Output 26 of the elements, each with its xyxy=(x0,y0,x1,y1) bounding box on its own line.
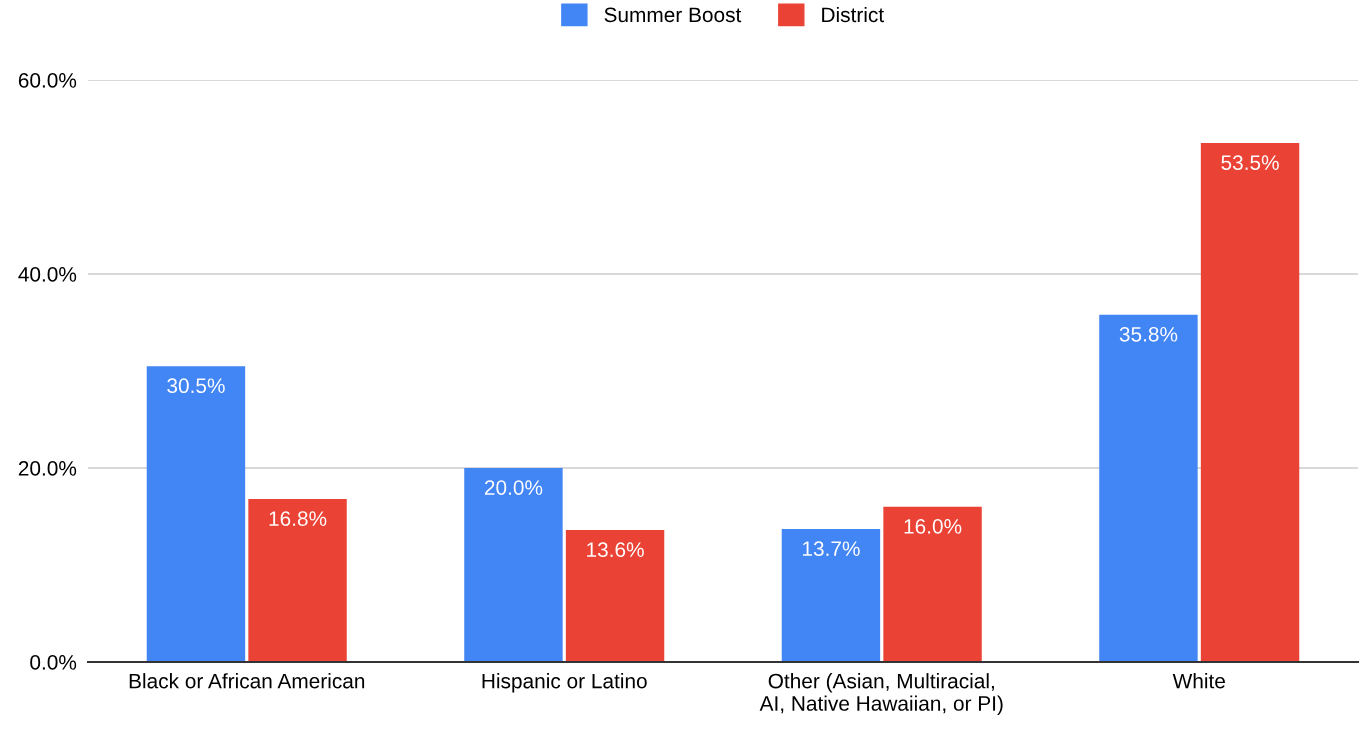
x-tick-label: Black or African American xyxy=(129,673,365,689)
data-label: 13.6% xyxy=(587,542,644,558)
data-label: 13.7% xyxy=(803,541,860,557)
bar xyxy=(565,530,665,662)
data-label: 20.0% xyxy=(484,480,543,495)
legend-label: District xyxy=(822,6,884,23)
x-tick-label: White xyxy=(1172,673,1225,689)
x-tick-label: Hispanic or Latino xyxy=(482,673,647,693)
data-label: 30.5% xyxy=(167,378,225,394)
y-tick-label: 0.0% xyxy=(30,655,77,670)
y-tick-label: 60.0% xyxy=(18,73,77,88)
bar xyxy=(883,506,982,662)
data-label: 35.8% xyxy=(1119,326,1178,342)
y-tick-label: 40.0% xyxy=(18,267,77,282)
y-tick-label: 20.0% xyxy=(18,461,77,476)
bar xyxy=(146,366,246,662)
x-tick-label: Other (Asian, Multiracial, AI, Native Hawaiian, or PI) xyxy=(759,673,1003,715)
bar xyxy=(248,499,347,662)
data-label: 16.0% xyxy=(904,518,962,534)
bar xyxy=(464,468,563,662)
bar xyxy=(1200,143,1300,662)
bar xyxy=(1099,314,1198,662)
data-label: 53.5% xyxy=(1221,155,1279,170)
bar xyxy=(781,529,881,662)
data-label: 16.8% xyxy=(269,511,327,526)
legend-label: Summer Boost xyxy=(604,7,742,23)
